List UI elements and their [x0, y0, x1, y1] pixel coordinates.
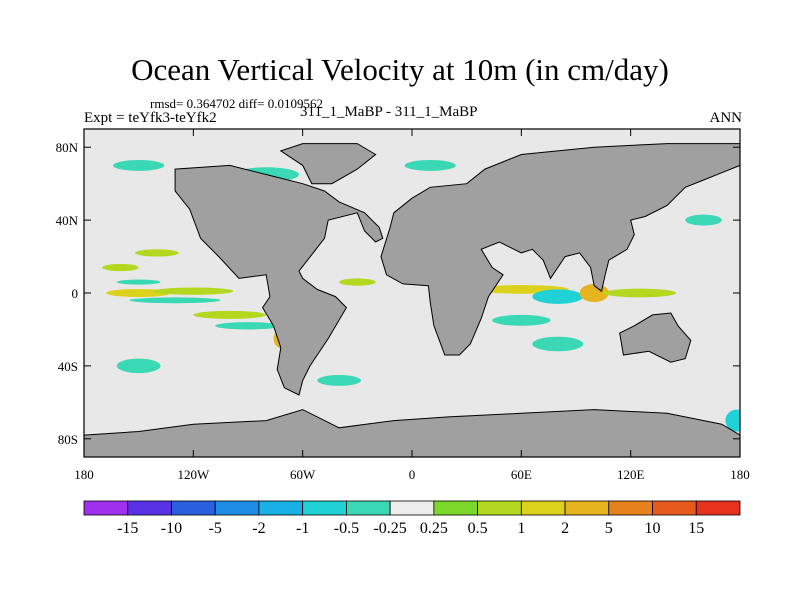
- y-tick-label: 80S: [58, 432, 78, 447]
- colorbar-label: -10: [161, 520, 182, 537]
- anomaly-patch: [116, 358, 161, 374]
- anomaly-patch: [135, 249, 179, 257]
- y-axis: 80N 40N 0 40S 80S: [56, 140, 740, 447]
- colorbar-swatch: [171, 500, 216, 516]
- colorbar-label: -0.5: [334, 520, 359, 537]
- x-tick-label: 60W: [290, 467, 316, 482]
- land-afro-eurasia: [380, 143, 740, 356]
- colorbar-swatch: [477, 500, 522, 516]
- anomaly-patch: [215, 322, 281, 330]
- anomaly-patch: [404, 159, 456, 171]
- colorbar-label: 0.25: [420, 520, 448, 537]
- chart-title: Ocean Vertical Velocity at 10m (in cm/da…: [131, 52, 669, 87]
- land-masks: [84, 143, 740, 457]
- colorbar-label: 5: [605, 520, 613, 537]
- y-tick-label: 40S: [58, 359, 78, 374]
- colorbar-label: -1: [296, 520, 309, 537]
- anomaly-patch: [193, 310, 267, 319]
- y-tick-label: 80N: [56, 140, 79, 155]
- season-label: ANN: [709, 110, 743, 126]
- colorbar: -15 -10 -5 -2 -1 -0.5 -0.25 0.25 0.5 1 2 5 10 15: [83, 500, 741, 537]
- anomaly-patch: [603, 288, 677, 298]
- colorbar-swatch: [389, 500, 435, 516]
- anomaly-patch: [339, 278, 376, 286]
- anomaly-patch: [102, 263, 139, 272]
- colorbar-label: -15: [117, 520, 138, 537]
- anomaly-patch: [532, 336, 584, 352]
- anomaly-patch: [725, 409, 740, 432]
- colorbar-label: 15: [688, 520, 704, 537]
- anomaly-patch: [685, 214, 722, 226]
- anomaly-patch: [532, 289, 584, 304]
- colorbar-swatch: [433, 500, 479, 516]
- anomaly-patch: [492, 314, 551, 326]
- land-australia: [619, 312, 692, 363]
- colorbar-swatch: [83, 500, 129, 516]
- anomaly-patch: [129, 297, 221, 304]
- anomaly-patch: [116, 279, 161, 285]
- land-antarctica: [84, 409, 740, 457]
- colorbar-swatch: [652, 500, 697, 516]
- colorbar-swatch: [214, 500, 260, 516]
- anomaly-patch: [153, 287, 234, 295]
- colorbar-label: -2: [252, 520, 265, 537]
- colorbar-label: 2: [561, 520, 569, 537]
- colorbar-swatch: [564, 500, 610, 516]
- colorbar-swatch: [345, 500, 391, 516]
- colorbar-swatch: [520, 500, 566, 516]
- y-tick-label: 40N: [56, 213, 79, 228]
- colorbar-label: -5: [209, 520, 222, 537]
- colorbar-swatch: [127, 500, 172, 516]
- land-greenland: [279, 143, 377, 185]
- x-tick-label: 0: [409, 467, 416, 482]
- experiment-label: Expt = teYfk3-teYfk2: [84, 110, 217, 126]
- anomaly-patch: [317, 375, 361, 386]
- colorbar-label: 1: [517, 520, 525, 537]
- x-tick-label: 180: [730, 467, 750, 482]
- x-tick-label: 60E: [511, 467, 532, 482]
- x-tick-label: 120E: [617, 467, 645, 482]
- colorbar-swatch: [608, 500, 653, 516]
- colorbar-swatch: [302, 500, 347, 516]
- x-tick-label: 180: [74, 467, 94, 482]
- x-tick-label: 120W: [177, 467, 210, 482]
- anomaly-patch: [113, 159, 165, 171]
- colorbar-label: 0.5: [468, 520, 488, 537]
- case-label: 311_1_MaBP - 311_1_MaBP: [300, 104, 478, 120]
- colorbar-label: 10: [645, 520, 661, 537]
- land-americas: [174, 164, 384, 396]
- colorbar-swatch: [695, 500, 741, 516]
- colorbar-label: -0.25: [373, 520, 406, 537]
- y-tick-label: 0: [72, 286, 79, 301]
- colorbar-swatch: [258, 500, 304, 516]
- x-axis: 180 120W 60W 0 60E 120E 180: [74, 129, 750, 482]
- rmsd-diff-stats: rmsd= 0.364702 diff= 0.0109562: [150, 96, 323, 111]
